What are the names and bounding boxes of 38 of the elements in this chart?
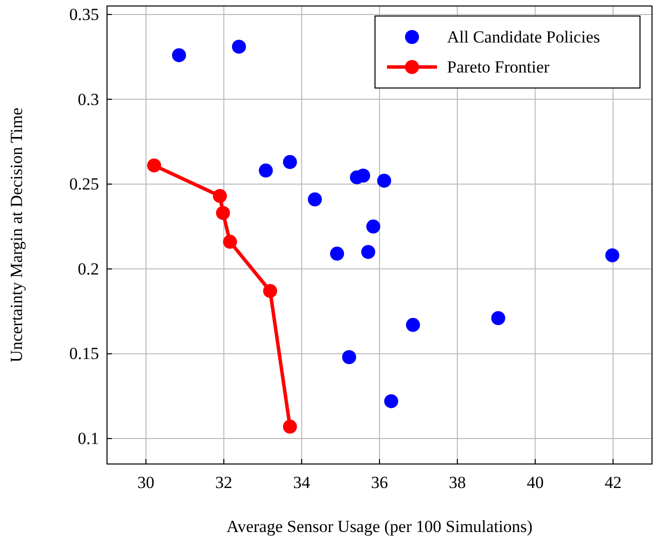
point: [147, 158, 162, 172]
point: [282, 155, 297, 170]
point: [263, 284, 278, 298]
x-tick-label: 40: [526, 473, 544, 492]
y-tick-label: 0.25: [69, 174, 99, 194]
point: [223, 234, 238, 249]
x-tick-label: 36: [371, 473, 388, 492]
point: [342, 350, 356, 364]
legend-label: All Candidate Policies: [447, 28, 600, 46]
point: [605, 248, 620, 262]
y-tick-label: 0.15: [69, 344, 99, 364]
x-tick-label: 34: [293, 473, 311, 492]
point: [491, 311, 506, 326]
point: [356, 168, 370, 183]
point: [212, 188, 227, 203]
point: [172, 48, 186, 62]
point: [406, 318, 420, 332]
point: [232, 40, 246, 54]
x-tick-label: 32: [215, 473, 232, 492]
y-tick-label: 0.2: [78, 259, 99, 278]
y-tick-label: 0.1: [78, 429, 99, 448]
point: [366, 220, 380, 234]
y-axis-title: Uncertainty Margin at Decision Time: [7, 108, 26, 362]
x-tick-label: 38: [448, 473, 466, 492]
point: [384, 394, 398, 408]
point: [282, 420, 297, 434]
y-tick-label: 0.3: [78, 90, 99, 109]
point: [377, 174, 392, 188]
x-tick-label: 42: [604, 473, 622, 492]
point: [361, 244, 376, 259]
point: [330, 246, 344, 261]
x-tick-label: 30: [137, 473, 154, 492]
legend-label: Pareto Frontier: [447, 58, 550, 76]
x-axis-title: Average Sensor Usage (per 100 Simulations): [226, 517, 533, 536]
point: [258, 164, 273, 178]
point: [308, 192, 322, 206]
point: [216, 206, 230, 220]
y-tick-label: 0.35: [69, 4, 99, 24]
